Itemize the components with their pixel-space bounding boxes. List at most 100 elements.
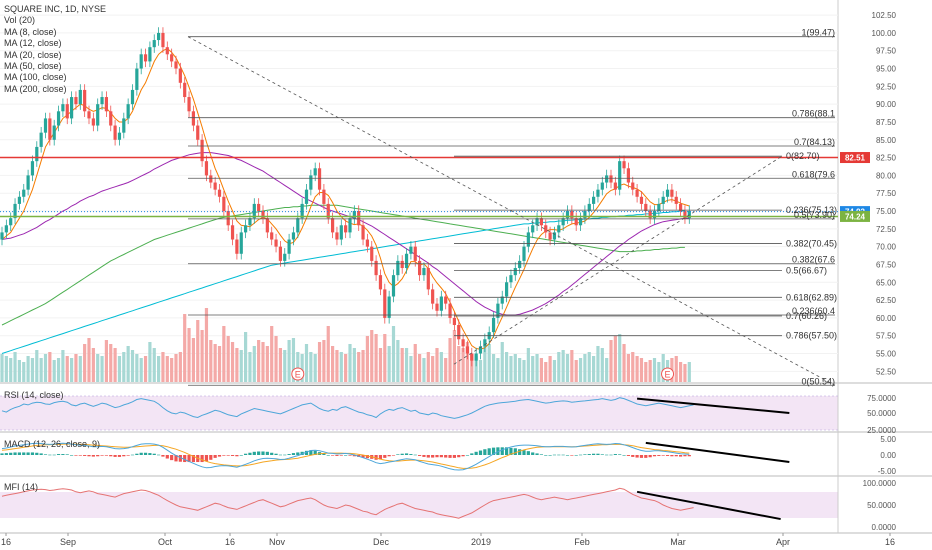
volume-bar <box>596 346 600 382</box>
macd-histogram-bar <box>187 455 191 463</box>
macd-histogram-bar <box>444 455 448 458</box>
price-badge-label: 82.51 <box>845 154 866 163</box>
candle-body <box>374 260 378 276</box>
volume-bar <box>513 354 517 382</box>
volume-bar <box>248 352 252 382</box>
candle-body <box>17 196 21 204</box>
price-tick-label: 55.00 <box>876 350 897 359</box>
candle-body <box>139 54 143 69</box>
volume-bar <box>239 350 243 382</box>
macd-histogram-bar <box>300 451 304 455</box>
candle-body <box>56 111 61 126</box>
volume-bar <box>387 346 391 382</box>
macd-histogram-bar <box>474 451 478 455</box>
macd-histogram-bar <box>248 452 252 455</box>
candle-body <box>257 203 261 212</box>
macd-histogram-bar <box>209 455 213 460</box>
candle-body <box>491 317 496 333</box>
macd-histogram-bar <box>365 455 369 459</box>
macd-histogram-bar <box>578 454 583 456</box>
macd-histogram-bar <box>78 455 82 456</box>
macd-histogram-bar <box>344 455 348 456</box>
fib-label-1: 0.618(79.6 <box>792 169 835 179</box>
macd-histogram-bar <box>9 452 13 455</box>
candle-body <box>352 211 356 219</box>
candle-body <box>370 246 374 261</box>
macd-histogram-bar <box>687 455 691 457</box>
volume-bar <box>322 340 326 382</box>
macd-histogram-bar <box>470 453 474 455</box>
candle-body <box>13 203 17 219</box>
volume-bar <box>326 326 330 382</box>
candle-body <box>348 218 352 233</box>
candle-body <box>96 104 100 126</box>
volume-bar <box>570 350 574 382</box>
macd-histogram-bar <box>96 455 100 457</box>
macd-histogram-bar <box>22 452 26 455</box>
macd-histogram-bar <box>531 452 535 455</box>
rsi-tick-label: 50.0000 <box>867 409 896 418</box>
candle-body <box>531 225 535 233</box>
candle-body <box>222 196 226 212</box>
macd-histogram-bar <box>561 454 565 456</box>
fib-label-2: 0.618(62.89) <box>786 292 837 302</box>
volume-bar <box>122 352 126 382</box>
macd-histogram-bar <box>65 454 69 455</box>
macd-histogram-bar <box>600 454 604 455</box>
legend-ma8: MA (8, close) <box>4 26 57 37</box>
price-tick-label: 57.50 <box>876 332 897 341</box>
candle-body <box>535 218 539 226</box>
price-tick-label: 102.50 <box>872 11 897 20</box>
time-tick-label: Oct <box>158 537 173 547</box>
macd-histogram-bar <box>422 455 426 457</box>
candle-body <box>191 111 195 126</box>
candle-body <box>609 175 613 183</box>
macd-histogram-bar <box>331 455 335 456</box>
candle-body <box>583 211 587 219</box>
candle-body <box>635 189 639 197</box>
candle-body <box>87 111 91 119</box>
volume-bar <box>74 354 78 382</box>
candle-body <box>226 211 230 226</box>
volume-bar <box>96 354 100 382</box>
candle-body <box>152 40 156 48</box>
macd-histogram-bar <box>539 454 543 455</box>
fib-trend-2 <box>453 155 783 365</box>
price-tick-label: 65.00 <box>876 278 897 287</box>
price-tick-label: 87.50 <box>876 118 897 127</box>
volume-bar <box>544 362 548 382</box>
macd-histogram-bar <box>204 455 209 462</box>
volume-bar <box>117 356 122 382</box>
earnings-marker-1-circle <box>291 367 305 381</box>
candle-body <box>300 203 304 219</box>
volume-bar <box>230 342 235 382</box>
macd-histogram-bar <box>552 454 557 456</box>
volume-bar <box>22 362 26 382</box>
macd-histogram-bar <box>544 455 548 456</box>
volume-bar <box>4 356 8 382</box>
macd-histogram-bar <box>409 454 413 455</box>
macd-histogram-bar <box>83 455 87 456</box>
candle-body <box>500 296 504 304</box>
volume-bar <box>100 356 104 382</box>
macd-histogram-bar <box>104 455 108 456</box>
macd-histogram-bar <box>400 453 404 455</box>
macd-histogram-bar <box>391 455 396 456</box>
macd-line <box>1 442 690 471</box>
volume-bar <box>465 342 470 382</box>
candle-body <box>109 111 113 126</box>
volume-bar <box>561 350 565 382</box>
macd-histogram-bar <box>461 455 465 457</box>
candle-body <box>657 203 661 212</box>
macd-histogram-bar <box>87 455 91 457</box>
macd-histogram-bar <box>452 455 456 458</box>
volume-bar <box>13 352 17 382</box>
fib-label-1: 1(99.47) <box>801 28 835 38</box>
macd-histogram-bar <box>535 453 539 455</box>
mfi-tick-label: 0.0000 <box>872 523 897 532</box>
candle-body <box>539 218 543 226</box>
macd-histogram-bar <box>113 455 117 457</box>
mfi-divergence-line <box>636 490 781 521</box>
candle-body <box>400 260 404 269</box>
volume-bar <box>148 342 152 382</box>
